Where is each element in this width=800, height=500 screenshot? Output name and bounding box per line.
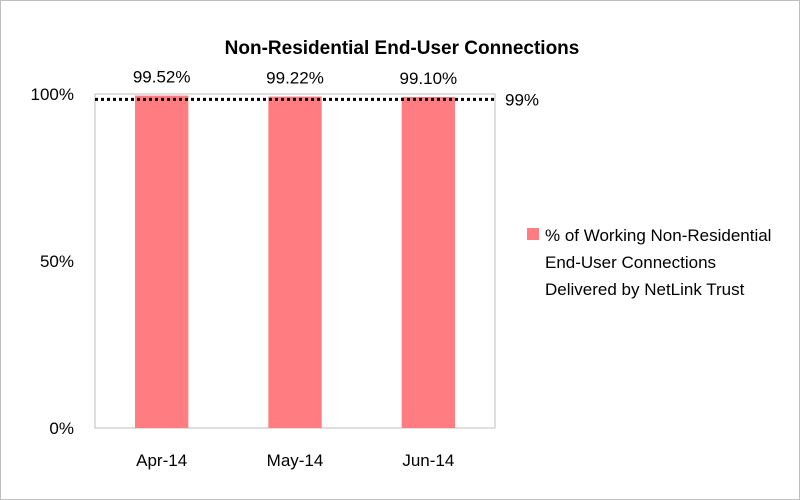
y-tick-label: 100%	[31, 85, 74, 104]
target-reference-label: 99%	[505, 90, 539, 109]
bar	[135, 95, 189, 428]
x-tick-label: Apr-14	[136, 451, 187, 470]
x-axis: Apr-14 May-14 Jun-14	[136, 451, 454, 470]
bar	[268, 96, 322, 429]
bar-data-label: 99.22%	[266, 69, 324, 88]
bar-data-label: 99.10%	[399, 69, 457, 88]
x-tick-label: Jun-14	[402, 451, 454, 470]
y-tick-label: 0%	[49, 419, 74, 438]
legend-label: % of Working Non-Residential End-User Co…	[545, 226, 772, 299]
x-tick-label: May-14	[267, 451, 324, 470]
legend-swatch	[527, 228, 539, 240]
legend: % of Working Non-Residential End-User Co…	[527, 222, 789, 303]
chart-title: Non-Residential End-User Connections	[225, 38, 580, 59]
data-labels: 99.52% 99.22% 99.10%	[133, 68, 457, 88]
bar	[401, 97, 455, 429]
y-axis: 0% 50% 100%	[31, 85, 74, 438]
bar-series	[135, 95, 455, 429]
y-tick-label: 50%	[40, 252, 74, 271]
bar-data-label: 99.52%	[133, 68, 191, 87]
